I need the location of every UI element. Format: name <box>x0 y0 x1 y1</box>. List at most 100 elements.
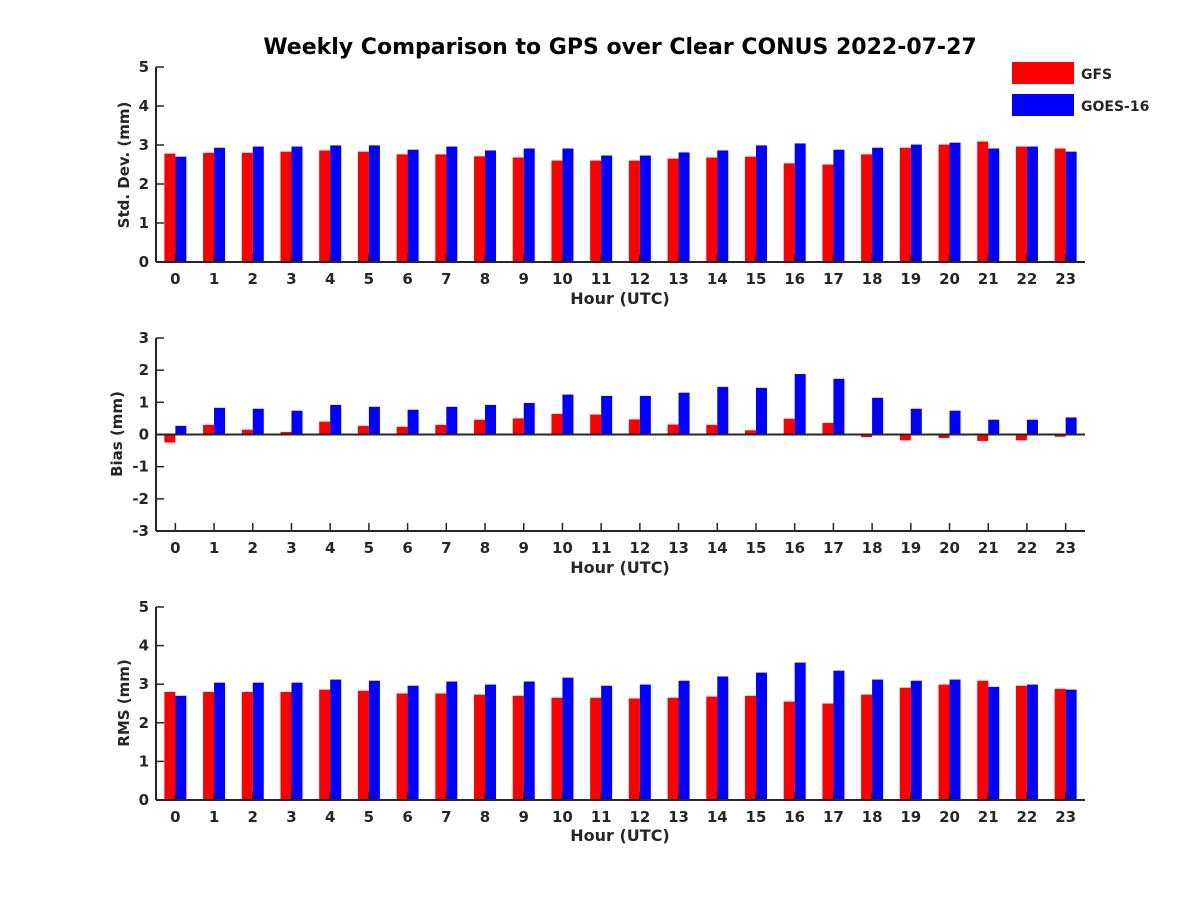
bias-x-tick-label: 9 <box>519 539 529 557</box>
bias-x-tick-label: 3 <box>286 539 296 557</box>
rms-bar-gfs-hour-15 <box>744 695 756 800</box>
rms-x-tick-label: 2 <box>248 808 258 826</box>
bias-bar-goes16-hour-10 <box>562 394 574 435</box>
std-dev-x-tick-label: 10 <box>552 270 573 288</box>
bias-x-tick-label: 7 <box>441 539 451 557</box>
bias-bar-gfs-hour-16 <box>783 418 795 435</box>
rms-y-tick-label: 1 <box>139 752 149 770</box>
rms-bar-goes16-hour-12 <box>639 684 651 800</box>
std-dev-bar-gfs-hour-23 <box>1054 148 1066 262</box>
std-dev-bar-goes16-hour-12 <box>639 155 651 262</box>
rms-y-tick-label: 0 <box>139 791 149 809</box>
std-dev-y-tick-label: 0 <box>139 253 149 271</box>
rms-x-tick-label: 3 <box>286 808 296 826</box>
std-dev-bar-gfs-hour-5 <box>357 151 369 262</box>
std-dev-bar-gfs-hour-1 <box>203 152 215 262</box>
bias-bar-gfs-hour-2 <box>241 429 253 435</box>
std-dev-x-tick-label: 19 <box>900 270 921 288</box>
rms-x-tick-label: 13 <box>668 808 689 826</box>
rms-x-tick-label: 7 <box>441 808 451 826</box>
rms-bar-gfs-hour-21 <box>977 680 989 800</box>
bias-bar-goes16-hour-2 <box>252 408 264 435</box>
bias-bar-gfs-hour-8 <box>474 419 486 435</box>
std-dev-bar-goes16-hour-19 <box>910 144 922 262</box>
bias-bar-goes16-hour-3 <box>291 410 303 435</box>
rms-bar-goes16-hour-15 <box>755 672 767 800</box>
std-dev-bar-goes16-hour-17 <box>833 149 845 262</box>
rms-y-tick-label: 5 <box>139 598 149 616</box>
bias-bar-gfs-hour-10 <box>551 413 563 435</box>
bias-x-tick-label: 0 <box>170 539 180 557</box>
bias-x-tick-label: 13 <box>668 539 689 557</box>
std-dev-bar-goes16-hour-9 <box>523 148 535 262</box>
std-dev-y-tick-label: 5 <box>139 58 149 76</box>
std-dev-bar-goes16-hour-6 <box>407 149 419 262</box>
std-dev-bar-gfs-hour-4 <box>319 150 331 262</box>
legend-swatch-goes16 <box>1012 94 1074 116</box>
bias-y-tick-label: 2 <box>139 361 149 379</box>
bias-bar-goes16-hour-22 <box>1026 419 1038 435</box>
std-dev-bar-goes16-hour-22 <box>1026 146 1038 262</box>
chart-title: Weekly Comparison to GPS over Clear CONU… <box>263 35 976 60</box>
std-dev-x-tick-label: 13 <box>668 270 689 288</box>
std-dev-x-tick-label: 21 <box>978 270 999 288</box>
bias-y-tick-label: -1 <box>132 458 149 476</box>
rms-x-tick-label: 19 <box>900 808 921 826</box>
bias-bar-goes16-hour-18 <box>872 397 884 435</box>
y-axis-label-std-dev: Std. Dev. (mm) <box>115 102 133 229</box>
std-dev-bar-goes16-hour-21 <box>988 148 1000 262</box>
bias-bar-gfs-hour-20 <box>938 434 950 439</box>
bias-y-tick-label: -2 <box>132 490 149 508</box>
std-dev-bar-goes16-hour-0 <box>175 156 187 262</box>
std-dev-x-tick-label: 0 <box>170 270 180 288</box>
bias-y-tick-label: 0 <box>139 426 149 444</box>
bias-y-tick-label: -3 <box>132 522 149 540</box>
std-dev-bar-gfs-hour-22 <box>1015 146 1027 262</box>
rms-bar-goes16-hour-10 <box>562 677 574 800</box>
std-dev-x-tick-label: 3 <box>286 270 296 288</box>
bias-bar-goes16-hour-21 <box>988 419 1000 435</box>
rms-bar-gfs-hour-9 <box>512 695 524 800</box>
x-axis-label-std-dev: Hour (UTC) <box>570 289 670 308</box>
bias-x-tick-label: 19 <box>900 539 921 557</box>
rms-bar-gfs-hour-20 <box>938 684 950 800</box>
std-dev-x-tick-label: 18 <box>862 270 883 288</box>
std-dev-y-tick-label: 4 <box>139 97 149 115</box>
rms-bar-goes16-hour-14 <box>717 676 729 800</box>
bias-x-tick-label: 16 <box>784 539 805 557</box>
rms-x-tick-label: 8 <box>480 808 490 826</box>
std-dev-x-tick-label: 1 <box>209 270 219 288</box>
bias-bar-gfs-hour-23 <box>1054 434 1066 437</box>
bias-bar-goes16-hour-1 <box>214 407 226 435</box>
bias-bar-goes16-hour-7 <box>446 406 458 435</box>
std-dev-bar-gfs-hour-17 <box>822 164 834 262</box>
bias-bar-goes16-hour-16 <box>794 374 806 435</box>
rms-x-tick-label: 11 <box>591 808 612 826</box>
bias-x-tick-label: 6 <box>402 539 412 557</box>
bias-bar-gfs-hour-18 <box>861 434 873 438</box>
std-dev-bar-goes16-hour-5 <box>368 145 380 262</box>
std-dev-x-tick-label: 4 <box>325 270 335 288</box>
std-dev-bar-gfs-hour-3 <box>280 151 292 262</box>
rms-bar-goes16-hour-2 <box>252 682 264 800</box>
legend-label-gfs: GFS <box>1081 67 1112 83</box>
y-axis-label-bias: Bias (mm) <box>108 391 126 477</box>
bias-x-tick-label: 11 <box>591 539 612 557</box>
std-dev-bar-goes16-hour-2 <box>252 146 264 262</box>
bias-bar-goes16-hour-6 <box>407 409 419 435</box>
bias-y-tick-label: 1 <box>139 393 149 411</box>
bias-bar-goes16-hour-15 <box>755 387 767 435</box>
bias-bar-gfs-hour-7 <box>435 424 447 435</box>
rms-bar-goes16-hour-3 <box>291 682 303 800</box>
rms-bar-goes16-hour-22 <box>1026 684 1038 800</box>
bias-bar-gfs-hour-5 <box>357 425 369 435</box>
std-dev-bar-gfs-hour-18 <box>861 154 873 262</box>
bias-bar-gfs-hour-4 <box>319 421 331 435</box>
bias-bar-gfs-hour-14 <box>706 424 718 435</box>
bias-bar-goes16-hour-11 <box>601 395 613 435</box>
std-dev-y-tick-label: 1 <box>139 214 149 232</box>
std-dev-x-tick-label: 11 <box>591 270 612 288</box>
